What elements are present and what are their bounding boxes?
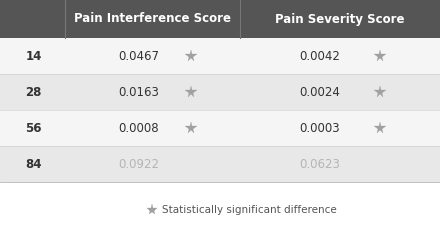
Text: 56: 56 [26,121,42,134]
Text: 0.0467: 0.0467 [118,50,159,63]
Bar [0,74,65,110]
Text: 84: 84 [26,157,42,171]
Bar [65,0,240,38]
Bar [240,38,440,74]
Bar [65,38,240,74]
Text: 0.0163: 0.0163 [118,86,159,98]
Bar [0,110,65,146]
Bar [240,146,440,182]
Bar [65,110,240,146]
Text: 0.0003: 0.0003 [300,121,340,134]
Bar [240,110,440,146]
Text: 0.0623: 0.0623 [300,157,341,171]
Text: Pain Interference Score: Pain Interference Score [74,12,231,26]
Text: 0.0042: 0.0042 [300,50,341,63]
Bar [0,146,65,182]
Bar [240,74,440,110]
Text: 0.0008: 0.0008 [118,121,159,134]
Text: Pain Severity Score: Pain Severity Score [275,12,405,26]
Bar [65,74,240,110]
Bar [0,38,65,74]
Text: 0.0024: 0.0024 [300,86,341,98]
Text: 28: 28 [26,86,42,98]
Text: 0.0922: 0.0922 [118,157,159,171]
Bar [240,0,440,38]
Text: 14: 14 [26,50,42,63]
Bar [0,0,65,38]
Text: Statistically significant difference: Statistically significant difference [162,204,337,215]
Bar [65,146,240,182]
